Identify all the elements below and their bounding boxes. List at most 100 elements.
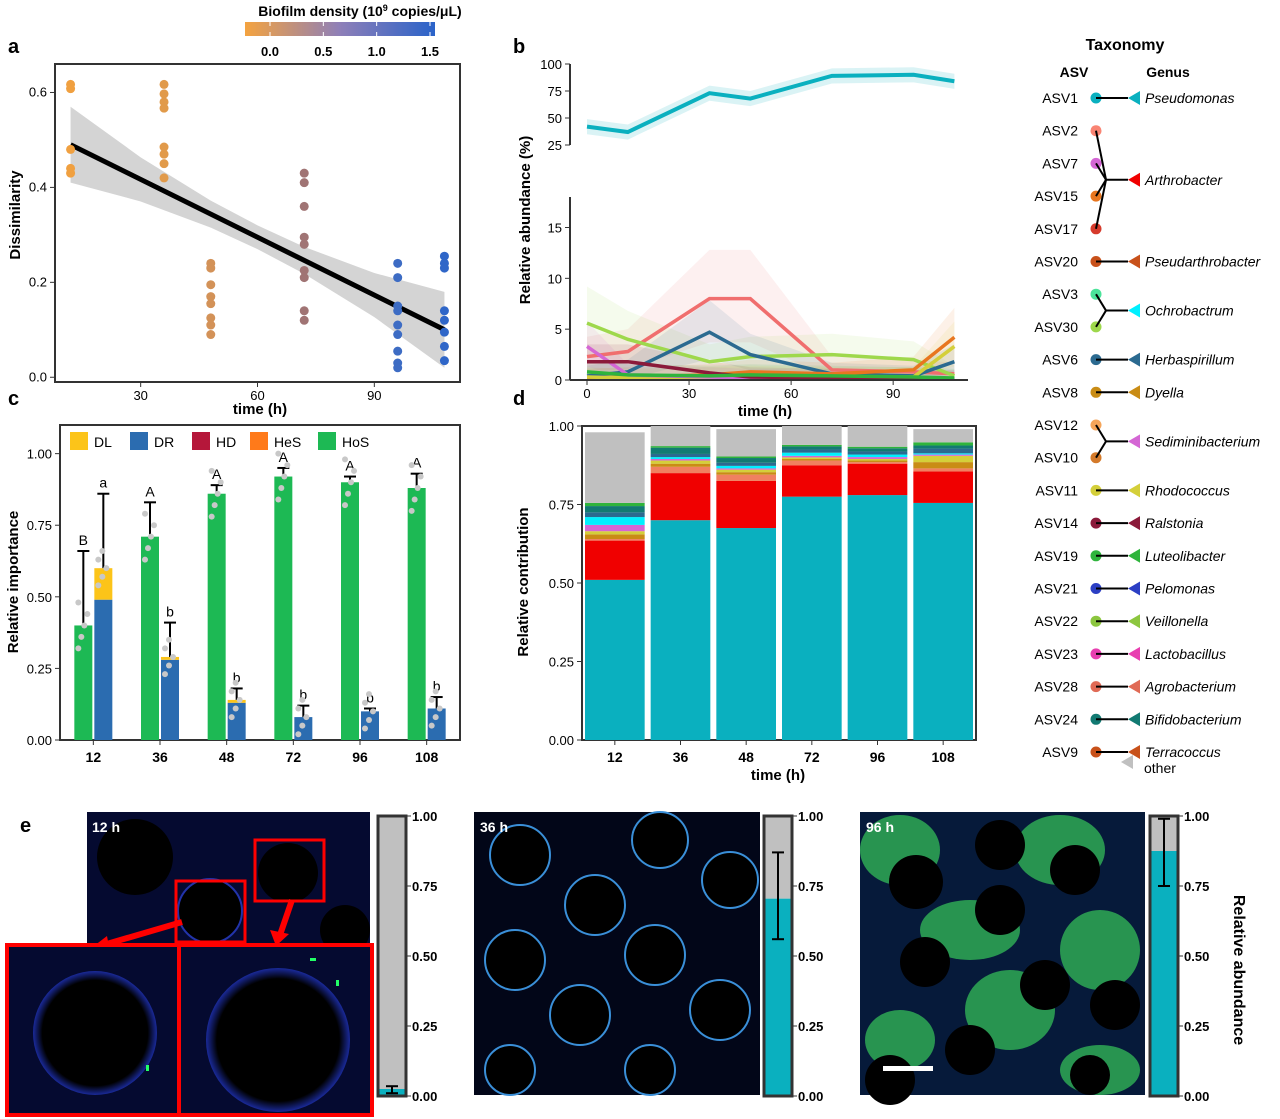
scatter-point [439,251,449,261]
stack-segment-sediminibacterium [650,458,711,461]
tree-branch [1095,293,1107,312]
significance-letter: A [145,483,155,499]
panel-d-stacked-bar: Relative contribution time (h) 12 36 48 72 9… [515,419,977,784]
stack-segment-other [913,429,973,443]
scatter-point [206,280,216,290]
scatter-point [299,239,309,249]
replicate-point [351,467,357,474]
panel-e-microscopy: 12 h 36 h [5,809,1247,1117]
micrograph-12h: 12 h [5,812,374,1117]
asv-label: ASV21 [1034,581,1078,597]
y-tick-label: 0.00 [549,733,574,748]
genus-triangle-icon [1128,254,1140,269]
replicate-point [214,490,221,497]
stack-segment-pseudomonas [650,520,711,740]
bar-dl [94,568,113,600]
genus-triangle-icon [1128,172,1140,187]
stack-segment-bifidobacterium [782,446,842,450]
x-tick-label: 108 [931,749,955,765]
scatter-point [206,330,216,340]
scatter-point [439,263,449,273]
colorbar-title: Biofilm density (109 copies/μL) [258,3,461,19]
replicate-point [348,479,354,486]
scatter-point [393,363,403,373]
scatter-point [299,315,309,325]
y-tick-label: 0.25 [1184,1019,1209,1034]
taxonomy-asv-header: ASV [1060,64,1089,80]
y-tick-label: 0.25 [412,1019,437,1034]
y-tick-label: 0.75 [798,879,823,894]
replicate-point [208,467,215,474]
scatter-point [439,341,449,351]
replicate-point [142,510,148,517]
y-tick-label: 25 [548,138,562,153]
panel-b-line: Relative abundance (%) time (h) 25507510… [517,57,968,420]
replicate-point [299,696,306,703]
series-line [586,296,955,376]
panel-b-ylabel: Relative abundance (%) [517,136,534,304]
replicate-point [366,716,372,723]
scatter-point [206,292,216,302]
y-tick-label: 0.00 [1184,1089,1209,1104]
asv-label: ASV22 [1034,613,1078,629]
stack-segment-sediminibacterium [847,457,908,459]
asv-label: ASV17 [1034,221,1078,237]
y-tick-label: 0.75 [412,879,437,894]
replicate-point [99,573,106,580]
y-tick-label: 0.75 [549,498,574,513]
genus-label: Pelomonas [1145,581,1215,597]
stack-segment-luteolibacter [716,456,776,459]
stack-segment-rhodococcus [585,531,645,535]
legend-label: HeS [274,434,301,450]
scatter-point [439,356,449,366]
x-tick-label: 0 [583,386,590,401]
genus-label: Arthrobacter [1144,172,1223,188]
replicate-point [303,714,310,721]
stack-segment-other [650,426,711,447]
panel-label-c: c [8,388,19,410]
scatter-point [299,178,309,188]
y-tick-label: 0.50 [27,590,52,605]
replicate-point [166,662,172,669]
scatter-point [159,79,169,89]
genus-label: Ochrobactrum [1145,303,1234,319]
series-band [587,300,955,380]
stack-segment-bifidobacterium [716,458,776,463]
y-tick-label: 0.6 [29,84,47,99]
asv-label: ASV7 [1042,155,1078,171]
replicate-point [295,705,302,712]
stack-segment-rhodococcus [847,458,908,461]
y-tick-label: 0.50 [549,576,574,591]
stack-segment-luteolibacter [585,502,645,507]
replicate-point [342,456,348,463]
panel-c-frame [59,424,461,741]
colorbar-tick-label: 1.5 [421,44,439,59]
replicate-point [275,496,282,503]
micrograph-96h: 96 h [860,812,1145,1105]
series-line [587,359,955,381]
bar-hos [274,476,293,740]
stack-segment-ochrobactrum [585,517,645,525]
stack-segment-dyella [716,472,776,475]
taxonomy-legend: Taxonomy ASV Genus other ASV1 Pseudomonas… [1034,37,1261,776]
micrograph-96h-label: 96 h [866,819,894,835]
scatter-point [299,168,309,178]
y-tick-label: 0.50 [412,949,437,964]
y-tick-label: 0.2 [29,274,47,289]
genus-label: Veillonella [1145,613,1209,629]
stack-segment-pseudarthrobacter [716,474,776,481]
x-tick-label: 48 [738,749,754,765]
replicate-point [103,565,110,572]
replicate-point [414,485,421,491]
panel-d-xlabel: time (h) [751,767,805,784]
stack-segment-sediminibacterium [913,454,973,456]
genus-label: Terracoccus [1145,744,1221,760]
replicate-point [78,633,85,640]
significance-letter: A [279,449,289,465]
tree-branch [1095,424,1107,442]
colorbar: Biofilm density (109 copies/μL) 0.0 0.5 1.… [245,3,462,59]
genus-triangle-icon [1128,352,1140,367]
x-tick-label: 30 [133,388,147,403]
stack-segment-pseudomonas [782,496,842,740]
replicate-point [95,582,102,589]
